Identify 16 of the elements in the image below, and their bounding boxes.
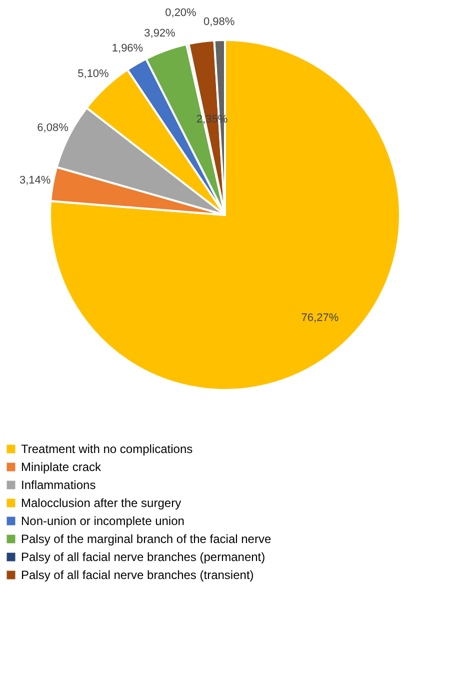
data-label: 3,14%: [19, 174, 51, 187]
legend-label: Palsy of the marginal branch of the facial nerve: [21, 532, 272, 546]
legend-label: Palsy of all facial nerve branches (permanent): [21, 550, 266, 564]
legend-label: Treatment with no complications: [21, 442, 193, 456]
legend-label: Malocclusion after the surgery: [21, 496, 182, 510]
data-label: 3,92%: [144, 27, 176, 40]
legend-label: Miniplate crack: [21, 460, 102, 474]
data-label: 6,08%: [37, 122, 69, 134]
data-label: 76,27%: [301, 312, 339, 324]
data-label: 5,10%: [78, 68, 110, 80]
data-label: 0,98%: [203, 16, 235, 28]
data-label: 1,96%: [112, 42, 144, 54]
legend-label: Inflammations: [21, 478, 96, 492]
legend-label: Palsy of all facial nerve branches (transient): [21, 568, 254, 582]
legend-label: Non-union or incomplete union: [21, 514, 184, 528]
data-label: 0,20%: [165, 6, 197, 19]
